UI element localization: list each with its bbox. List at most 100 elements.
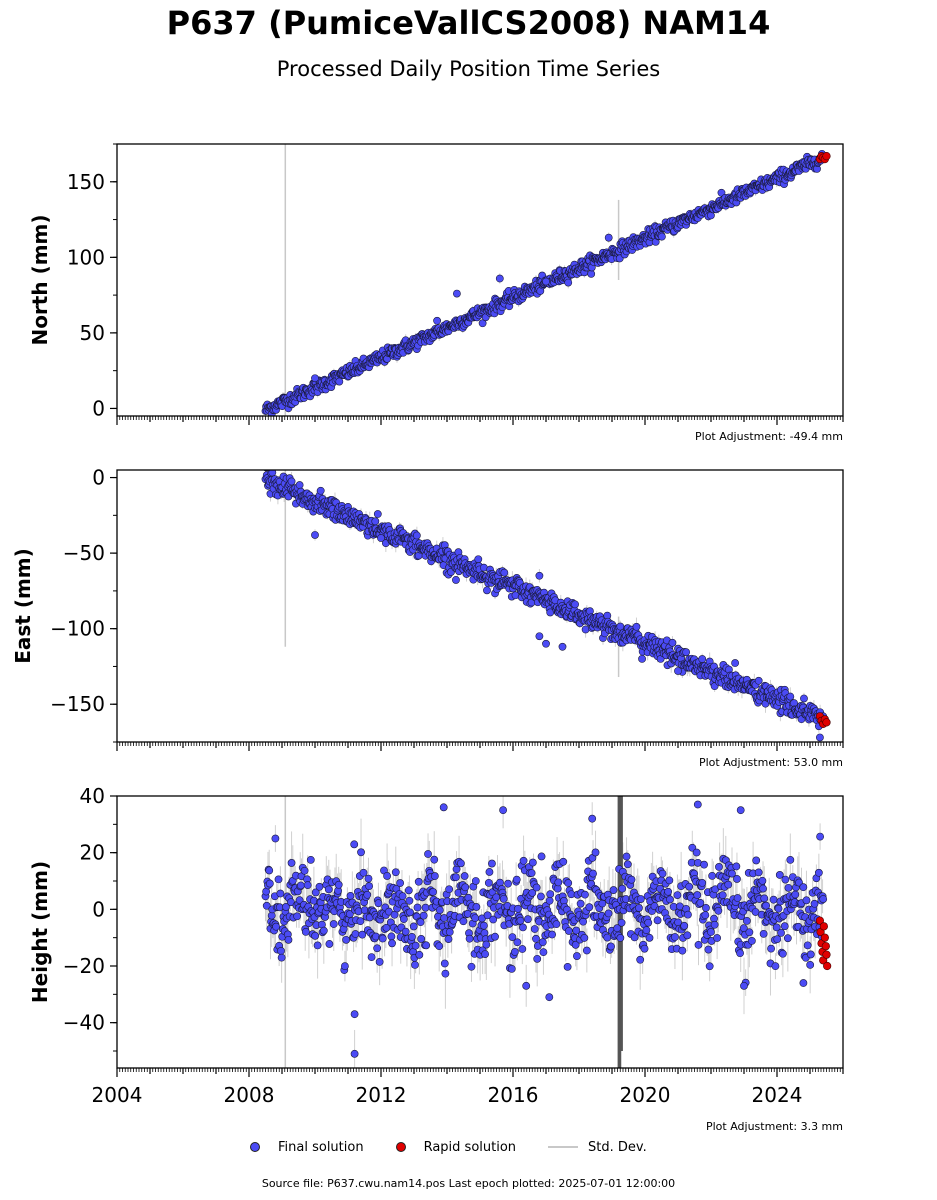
final-point — [293, 912, 302, 921]
final-point — [632, 622, 641, 631]
final-point — [313, 941, 322, 950]
final-point — [791, 890, 800, 899]
final-point — [658, 869, 667, 878]
final-point — [665, 876, 674, 885]
final-point — [694, 940, 703, 949]
final-point — [571, 600, 579, 609]
final-point — [387, 932, 396, 941]
final-point — [802, 896, 811, 905]
final-point — [319, 926, 328, 935]
final-point — [430, 855, 439, 864]
y-tick-label: −100 — [50, 617, 105, 641]
final-point — [516, 916, 525, 925]
final-point — [664, 887, 673, 896]
y-tick-label: 40 — [80, 784, 105, 808]
final-point — [674, 667, 682, 675]
final-point — [334, 880, 343, 889]
final-point — [732, 862, 741, 871]
final-point — [500, 568, 509, 577]
rapid-point — [822, 950, 831, 959]
rapid-point — [822, 718, 831, 727]
final-point — [576, 899, 585, 908]
final-point — [630, 933, 639, 942]
final-point — [471, 877, 480, 885]
final-point — [784, 883, 793, 892]
final-point — [745, 928, 754, 937]
legend-final-marker — [250, 1142, 260, 1152]
final-point — [775, 871, 784, 879]
final-point — [537, 852, 546, 861]
final-point — [316, 486, 325, 495]
final-point — [607, 942, 615, 951]
final-point — [518, 945, 527, 953]
final-point — [806, 950, 815, 959]
final-point — [582, 946, 591, 955]
final-point — [346, 891, 355, 900]
final-point — [528, 858, 537, 867]
final-point — [461, 883, 470, 892]
final-point — [459, 917, 468, 926]
rapid-point — [819, 922, 828, 931]
final-point — [698, 655, 707, 663]
final-point — [603, 933, 612, 942]
rapid-point — [815, 916, 825, 925]
final-point — [287, 477, 296, 486]
final-point — [800, 694, 808, 703]
final-point — [774, 904, 783, 913]
final-point — [375, 957, 384, 966]
final-point — [752, 856, 761, 865]
y-tick-label: 150 — [67, 170, 105, 194]
final-point — [271, 834, 280, 843]
final-points — [261, 470, 831, 742]
final-points — [261, 149, 831, 416]
final-point — [524, 915, 532, 924]
final-point — [508, 933, 517, 941]
final-point — [356, 917, 365, 926]
final-point — [684, 910, 692, 919]
final-point — [708, 871, 717, 880]
final-point — [736, 806, 745, 815]
final-point — [457, 859, 465, 868]
final-point — [474, 555, 483, 564]
x-tick-label: 2008 — [224, 1083, 275, 1107]
final-point — [311, 531, 319, 539]
chart-subtitle: Processed Daily Position Time Series — [276, 57, 661, 81]
y-tick-label: −40 — [63, 1011, 105, 1035]
x-tick-label: 2016 — [488, 1083, 539, 1107]
final-point — [465, 934, 474, 943]
final-point — [778, 949, 787, 958]
final-point — [728, 869, 736, 878]
final-point — [514, 904, 522, 913]
final-point — [736, 949, 744, 958]
final-point — [530, 925, 539, 933]
y-tick-label: 0 — [92, 396, 105, 420]
final-point — [445, 885, 454, 894]
final-point — [519, 923, 527, 932]
final-point — [363, 890, 372, 899]
final-point — [513, 938, 522, 947]
final-point — [678, 946, 687, 955]
final-point — [771, 962, 780, 971]
final-point — [374, 899, 383, 908]
final-point — [429, 888, 437, 896]
legend: Final solution Rapid solution Std. Dev. — [250, 1138, 679, 1156]
final-point — [786, 855, 795, 864]
final-point — [532, 934, 540, 943]
final-point — [365, 882, 373, 891]
final-point — [558, 642, 567, 651]
y-tick-label: 0 — [92, 466, 105, 490]
final-point — [409, 922, 418, 931]
y-axis-label: Height (mm) — [28, 861, 52, 1003]
final-point — [472, 903, 481, 911]
final-point — [532, 883, 541, 892]
final-point — [564, 879, 573, 887]
final-point — [769, 895, 778, 904]
final-point — [816, 832, 824, 841]
final-point — [707, 928, 715, 936]
final-point — [653, 916, 662, 925]
final-point — [537, 892, 545, 901]
final-point — [484, 878, 493, 887]
final-point — [277, 946, 285, 955]
final-point — [623, 860, 632, 869]
